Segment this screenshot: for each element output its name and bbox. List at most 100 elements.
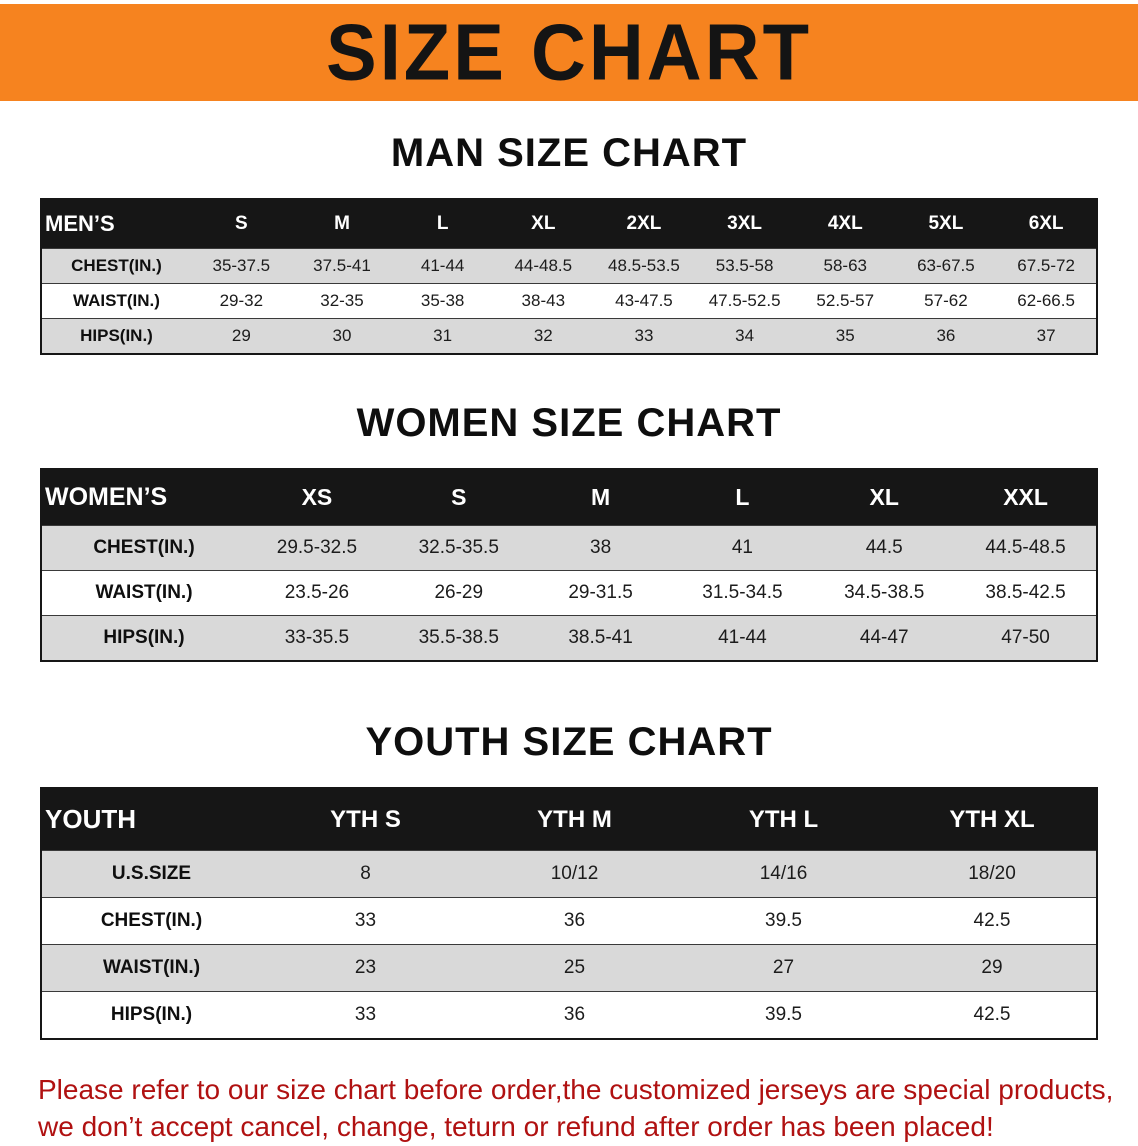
size-header-cell: M [291, 199, 393, 249]
data-cell: 35 [835, 326, 855, 345]
data-cell: 32.5-35.5 [418, 537, 499, 558]
row-label: WAIST(IN.) [102, 957, 201, 978]
data-cell: 35.5-38.5 [418, 627, 499, 648]
table-title-cell: MEN’S [41, 199, 191, 249]
table-row: WAIST(IN.) 29-32 32-35 35-38 38-43 43-47.5 47.… [41, 283, 1097, 319]
data-cell: 47-50 [1001, 627, 1050, 648]
men-size-table: MEN’S S M L XL 2XL 3XL 4XL 5XL 6XL CHEST(IN.) 35-37… [40, 198, 1098, 355]
data-cell: 32 [533, 326, 553, 345]
row-label: U.S.SIZE [111, 863, 192, 884]
data-cell: 67.5-72 [1017, 256, 1075, 275]
data-cell: 27 [772, 957, 795, 978]
data-cell: 48.5-53.5 [608, 256, 680, 275]
data-cell: 33 [354, 1004, 377, 1025]
data-cell: 35-38 [420, 291, 465, 310]
table-row: WAIST(IN.) 23 25 27 29 [41, 944, 1097, 992]
data-cell: 23.5-26 [284, 582, 350, 603]
size-header-cell: YTH XL [888, 788, 1097, 851]
data-cell: 36 [936, 326, 956, 345]
data-cell: 31 [433, 326, 453, 345]
data-cell: 39.5 [765, 910, 802, 931]
data-cell: 34.5-38.5 [844, 582, 925, 603]
data-cell: 35-37.5 [212, 256, 271, 275]
size-header-cell: YTH M [470, 788, 679, 851]
size-header-cell: YTH L [679, 788, 888, 851]
table-row: HIPS(IN.) 29 30 31 32 33 34 35 36 37 [41, 318, 1097, 354]
disclaimer-line-1: Please refer to our size chart before or… [38, 1074, 1114, 1105]
table-row: HIPS(IN.) 33 36 39.5 42.5 [41, 991, 1097, 1040]
data-cell: 52.5-57 [816, 291, 875, 310]
table-title-cell: YOUTH [41, 788, 261, 851]
women-size-chart-heading: WOMEN SIZE CHART [356, 401, 782, 445]
youth-size-table: YOUTH YTH S YTH M YTH L YTH XL U.S.SIZE 8 10/12… [40, 787, 1098, 1040]
data-cell: 38.5-42.5 [985, 582, 1066, 603]
size-header-cell: XXL [955, 469, 1097, 526]
size-header-cell: M [529, 469, 672, 526]
data-cell: 37 [1036, 326, 1056, 345]
banner: SIZE CHART [0, 4, 1138, 101]
table-title-cell: WOMEN’S [41, 469, 246, 526]
size-header-cell: 4XL [794, 199, 896, 249]
data-cell: 57-62 [924, 291, 968, 310]
data-cell: 14/16 [759, 863, 808, 884]
row-label: HIPS(IN.) [110, 1004, 193, 1025]
size-header-cell: XS [246, 469, 388, 526]
data-cell: 38 [590, 537, 612, 558]
table-row: CHEST(IN.) 29.5-32.5 32.5-35.5 38 41 44.5 44.5… [41, 525, 1097, 571]
data-cell: 31.5-34.5 [702, 582, 783, 603]
size-header-cell: 2XL [593, 199, 695, 249]
data-cell: 29-31.5 [568, 582, 633, 603]
data-cell: 36 [563, 910, 586, 931]
data-cell: 34 [735, 326, 755, 345]
youth-size-chart-heading: YOUTH SIZE CHART [365, 720, 773, 764]
table-row: CHEST(IN.) 35-37.5 37.5-41 41-44 44-48.5 48.5… [41, 248, 1097, 284]
row-label: HIPS(IN.) [103, 627, 185, 648]
data-cell: 33 [354, 910, 377, 931]
table-header-row: MEN’S S M L XL 2XL 3XL 4XL 5XL 6XL [41, 199, 1097, 249]
data-cell: 43-47.5 [615, 291, 673, 310]
row-label: CHEST(IN.) [93, 537, 195, 558]
table-row: CHEST(IN.) 33 36 39.5 42.5 [41, 897, 1097, 945]
data-cell: 33 [634, 326, 654, 345]
data-cell: 38.5-41 [568, 627, 633, 648]
size-header-cell: S [191, 199, 292, 249]
data-cell: 44-47 [859, 627, 909, 648]
data-cell: 37.5-41 [313, 256, 371, 275]
size-header-cell: L [392, 199, 493, 249]
data-cell: 36 [563, 1004, 586, 1025]
disclaimer-line-2: we don’t accept cancel, change, teturn o… [38, 1110, 994, 1142]
data-cell: 63-67.5 [917, 256, 975, 275]
data-cell: 41-44 [420, 256, 465, 275]
table-row: HIPS(IN.) 33-35.5 35.5-38.5 38.5-41 41-44 44-… [41, 615, 1097, 661]
table-header-row: YOUTH YTH S YTH M YTH L YTH XL [41, 788, 1097, 851]
data-cell: 41 [731, 537, 753, 558]
data-cell: 41-44 [718, 627, 767, 648]
data-cell: 33-35.5 [284, 627, 350, 648]
data-cell: 30 [332, 326, 352, 345]
data-cell: 23 [354, 957, 377, 978]
data-cell: 39.5 [765, 1004, 802, 1025]
size-header-cell: YTH S [261, 788, 470, 851]
data-cell: 32-35 [320, 291, 364, 310]
data-cell: 29 [231, 326, 251, 345]
disclaimer: Please refer to our size chart before or… [38, 1072, 1114, 1146]
data-cell: 26-29 [434, 582, 484, 603]
data-cell: 42.5 [973, 910, 1011, 931]
data-cell: 42.5 [973, 1004, 1011, 1025]
table-row: WAIST(IN.) 23.5-26 26-29 29-31.5 31.5-34.5 34… [41, 570, 1097, 616]
section-men: MAN SIZE CHART MEN’S S M L XL 2XL 3XL 4XL 5XL 6XL… [0, 131, 1138, 355]
row-label: WAIST(IN.) [73, 291, 160, 310]
data-cell: 18/20 [968, 863, 1016, 884]
table-header-row: WOMEN’S XS S M L XL XXL [41, 469, 1097, 526]
data-cell: 29-32 [219, 291, 264, 310]
men-size-chart-heading: MAN SIZE CHART [390, 131, 748, 175]
row-label: CHEST(IN.) [100, 910, 203, 931]
data-cell: 38-43 [521, 291, 566, 310]
row-label: CHEST(IN.) [71, 256, 162, 275]
data-cell: 58-63 [823, 256, 867, 275]
data-cell: 44-48.5 [514, 256, 573, 275]
table-row: U.S.SIZE 8 10/12 14/16 18/20 [41, 850, 1097, 898]
data-cell: 29.5-32.5 [276, 537, 358, 558]
data-cell: 44.5-48.5 [985, 537, 1066, 558]
